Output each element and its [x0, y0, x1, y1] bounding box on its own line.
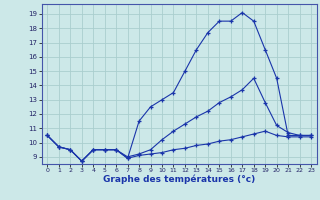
X-axis label: Graphe des températures (°c): Graphe des températures (°c): [103, 175, 255, 184]
